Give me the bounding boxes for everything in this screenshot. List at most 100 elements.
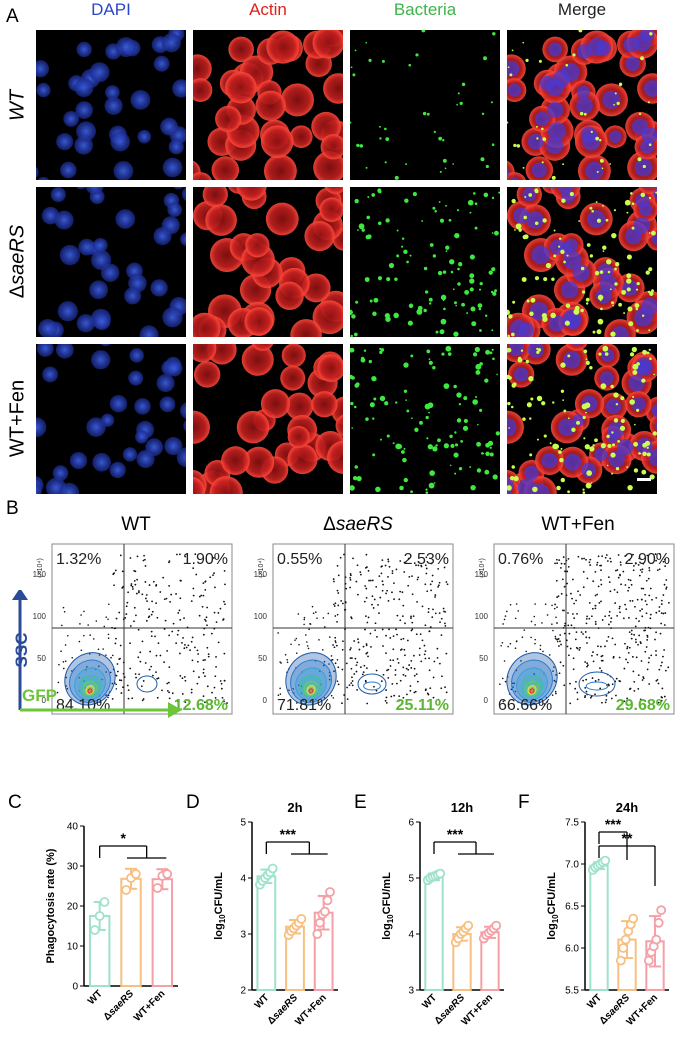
event-dot xyxy=(111,682,114,685)
event-dot xyxy=(439,621,441,624)
data-point xyxy=(491,920,502,931)
event-dot xyxy=(569,702,572,705)
micrograph-actin-row2 xyxy=(193,187,343,337)
event-dot xyxy=(660,612,663,614)
event-dot xyxy=(624,584,627,586)
event-dot xyxy=(362,671,365,674)
event-dot xyxy=(330,655,333,657)
event-dot xyxy=(312,612,315,614)
event-dot xyxy=(534,642,536,645)
x-tick-label: 10⁴ xyxy=(388,719,401,720)
event-dot xyxy=(437,567,440,570)
event-dot xyxy=(401,591,404,594)
event-dot xyxy=(444,622,446,625)
event-dot xyxy=(192,567,195,570)
event-dot xyxy=(389,665,392,667)
y-multiplier: (×10⁴) xyxy=(479,558,486,578)
ssc-axis-label: SSC xyxy=(12,632,31,668)
event-dot xyxy=(609,557,612,560)
data-point xyxy=(314,917,325,928)
event-dot xyxy=(521,636,524,639)
event-dot xyxy=(642,676,645,678)
event-dot xyxy=(176,633,179,636)
event-dot xyxy=(568,632,571,635)
micrograph-merge-row1 xyxy=(507,30,657,180)
event-dot xyxy=(353,673,356,675)
event-dot xyxy=(582,679,585,682)
event-dot xyxy=(223,652,226,655)
event-dot xyxy=(154,635,156,638)
event-dot xyxy=(277,632,279,634)
event-dot xyxy=(64,644,67,646)
event-dot xyxy=(369,632,372,635)
event-dot xyxy=(286,658,289,661)
event-dot xyxy=(665,586,668,589)
event-dot xyxy=(155,671,157,674)
event-dot xyxy=(333,605,336,607)
event-dot xyxy=(327,612,330,615)
event-dot xyxy=(566,570,569,573)
event-dot xyxy=(88,653,91,655)
event-dot xyxy=(596,561,599,564)
event-dot xyxy=(381,589,384,592)
event-dot xyxy=(638,634,641,637)
event-dot xyxy=(398,598,401,601)
event-dot xyxy=(144,565,147,567)
data-point xyxy=(267,863,278,874)
event-dot xyxy=(365,587,368,590)
row-label-saers: ΔsaeRS xyxy=(6,224,29,299)
event-dot xyxy=(437,584,440,587)
event-dot xyxy=(279,687,281,690)
data-point xyxy=(620,934,631,945)
event-dot xyxy=(403,571,406,573)
event-dot xyxy=(368,579,370,582)
event-dot xyxy=(405,667,408,670)
event-dot xyxy=(618,605,621,608)
event-dot xyxy=(415,673,418,676)
event-dot xyxy=(558,559,561,562)
density-contour xyxy=(529,688,535,694)
event-dot xyxy=(328,675,331,677)
category-label: WT+Fen xyxy=(625,992,660,1027)
y-tick-label: 150 xyxy=(254,570,268,579)
event-dot xyxy=(644,600,647,602)
event-dot xyxy=(557,595,560,598)
event-dot xyxy=(350,616,353,619)
event-dot xyxy=(183,647,186,650)
event-dot xyxy=(145,594,148,596)
event-dot xyxy=(204,588,207,591)
event-dot xyxy=(587,664,589,667)
event-dot xyxy=(660,599,663,602)
y-tick-label: 5 xyxy=(408,874,414,885)
event-dot xyxy=(628,559,631,561)
event-dot xyxy=(142,698,145,700)
event-dot xyxy=(500,644,502,647)
event-dot xyxy=(114,642,117,645)
event-dot xyxy=(409,685,412,687)
sig-label: ** xyxy=(622,830,633,846)
event-dot xyxy=(186,626,189,629)
event-dot xyxy=(534,624,536,626)
event-dot xyxy=(387,676,390,679)
event-dot xyxy=(323,660,326,663)
event-dot xyxy=(645,646,648,648)
event-dot xyxy=(374,622,377,625)
event-dot xyxy=(392,648,395,651)
event-dot xyxy=(649,617,652,620)
event-dot xyxy=(546,614,549,616)
event-dot xyxy=(605,554,608,556)
event-dot xyxy=(375,669,378,672)
event-dot xyxy=(113,584,115,587)
y-tick-label: 2 xyxy=(240,986,246,997)
event-dot xyxy=(560,643,562,646)
event-dot xyxy=(567,612,569,614)
event-dot xyxy=(598,602,601,604)
event-dot xyxy=(385,592,387,595)
y-tick-label: 0 xyxy=(72,982,78,993)
x-tick-label: 10³ xyxy=(351,719,363,720)
gfp-arrowhead xyxy=(168,702,182,718)
event-dot xyxy=(654,638,656,641)
x-tick-label: 10² xyxy=(535,719,547,720)
